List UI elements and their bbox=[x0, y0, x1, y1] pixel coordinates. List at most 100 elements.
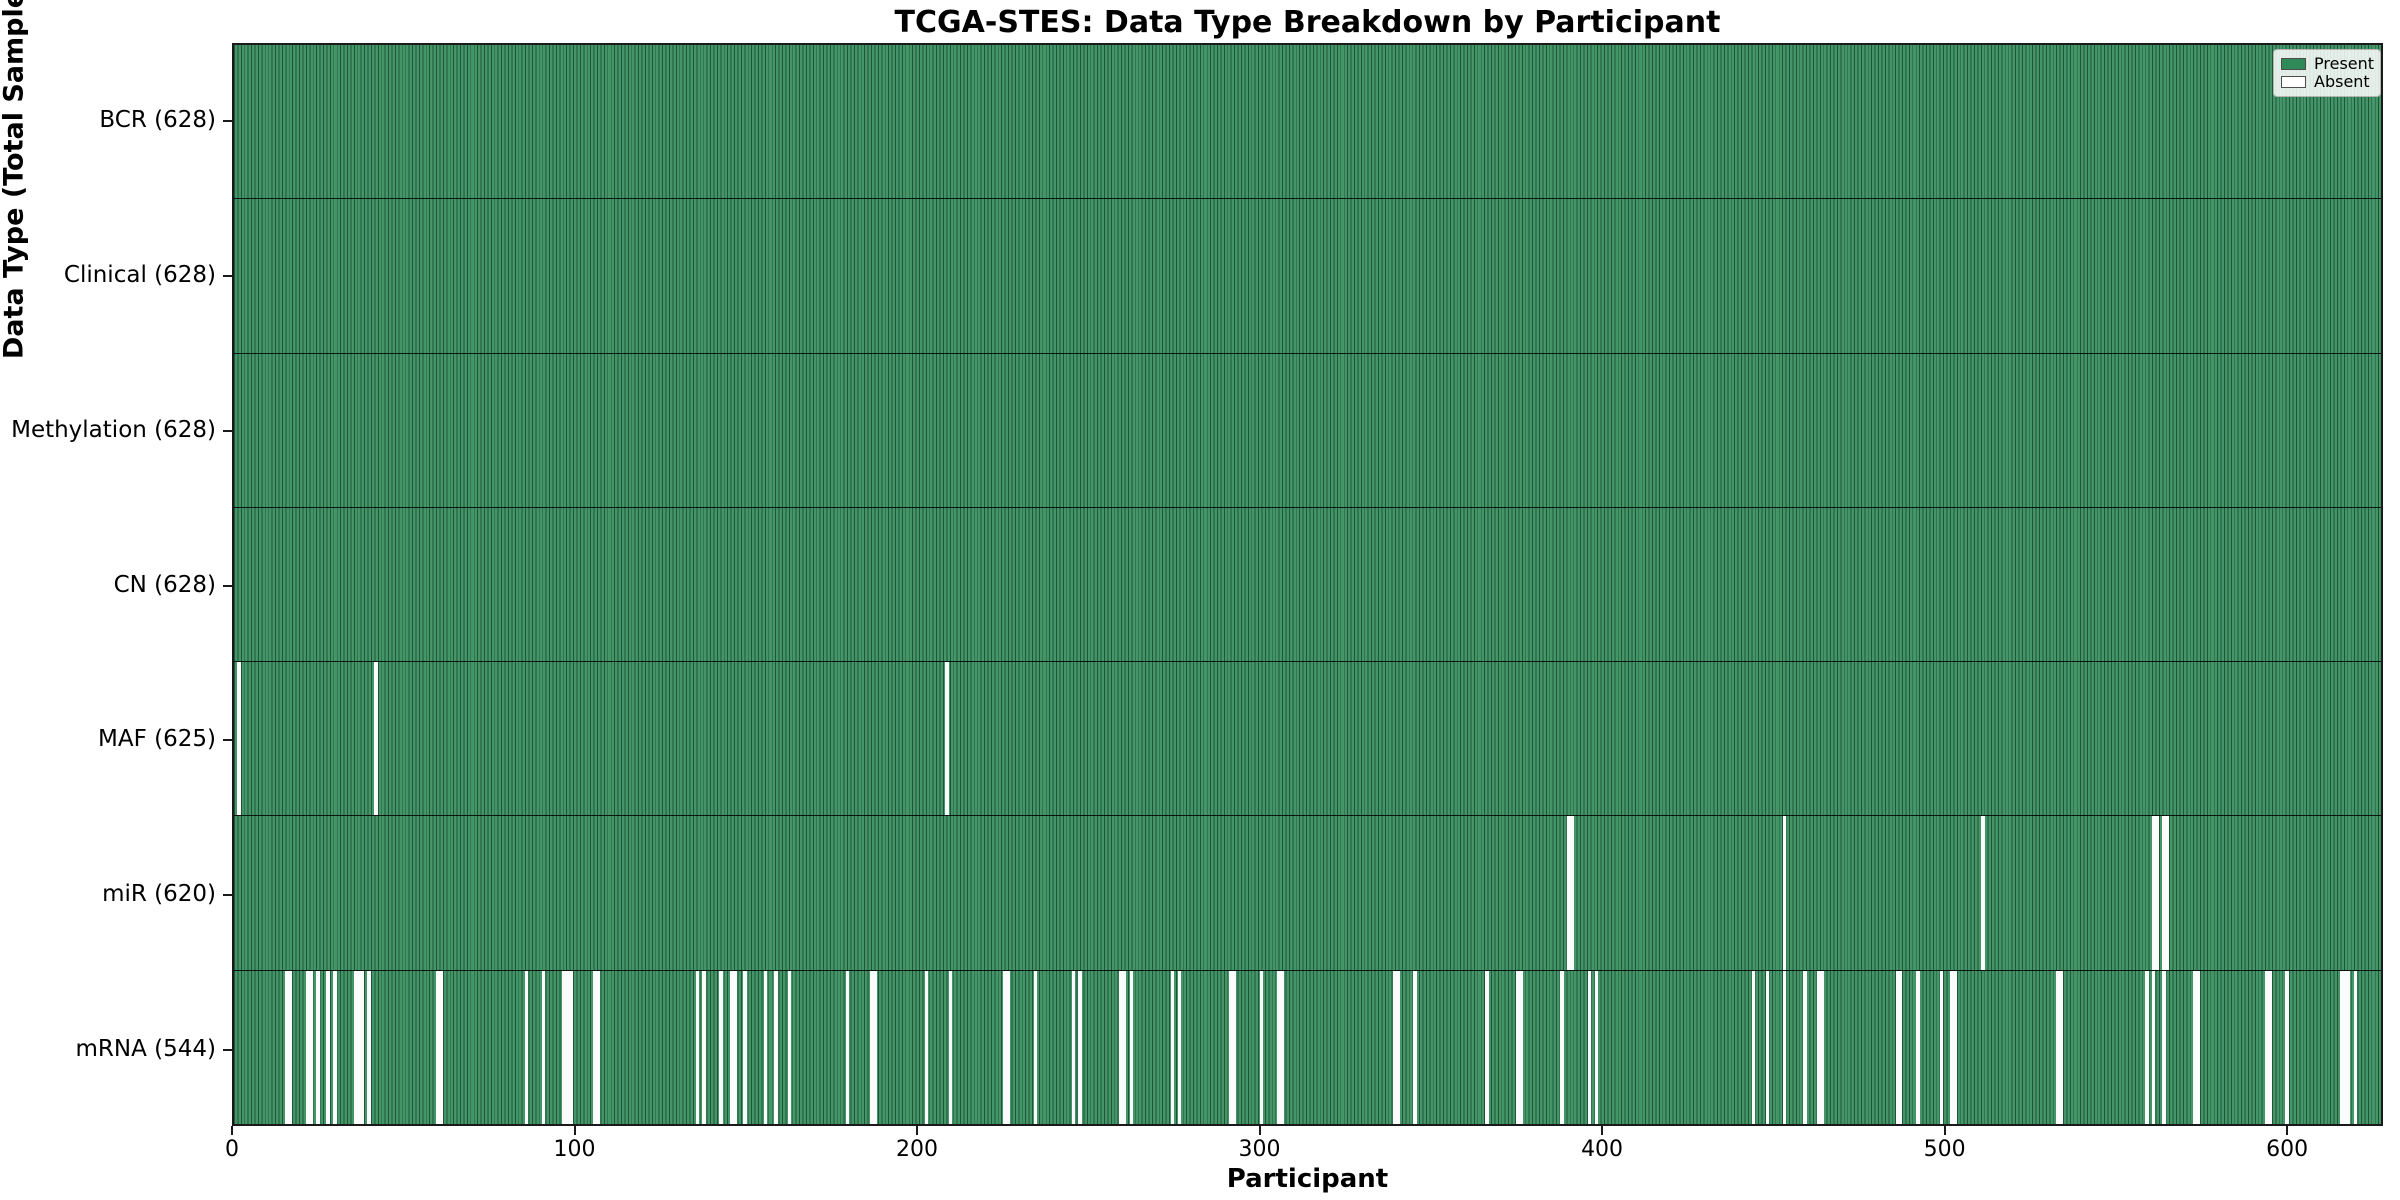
absent-stripe bbox=[1280, 970, 1284, 1124]
x-tick-labels: 0 100 200 300 400 500 600 bbox=[225, 1126, 2383, 1186]
y-tick-label: Methylation (628) bbox=[11, 416, 216, 443]
absent-stripe bbox=[1765, 970, 1770, 1124]
absent-stripe bbox=[1567, 816, 1571, 970]
chart-title: TCGA-STES: Data Type Breakdown by Partic… bbox=[894, 5, 1721, 40]
absent-stripe bbox=[2346, 970, 2351, 1124]
absent-stripe bbox=[2162, 816, 2166, 970]
y-tick-mark bbox=[223, 584, 232, 587]
x-tick-label: 0 bbox=[225, 1137, 239, 1162]
absent-stripe bbox=[763, 970, 768, 1124]
absent-stripe bbox=[1122, 970, 1127, 1124]
x-tick: 100 bbox=[554, 1126, 596, 1162]
legend-item-present: Present bbox=[2281, 54, 2375, 73]
y-tick-cell: Methylation (628) bbox=[0, 352, 232, 507]
x-tick: 600 bbox=[2266, 1126, 2308, 1162]
absent-stripe bbox=[2151, 970, 2156, 1124]
absent-stripe bbox=[2151, 816, 2156, 970]
absent-stripe bbox=[2162, 970, 2166, 1124]
absent-stripe bbox=[1078, 970, 1082, 1124]
absent-stripe bbox=[374, 662, 378, 816]
legend-label-present: Present bbox=[2314, 54, 2375, 73]
absent-stripe bbox=[357, 970, 361, 1124]
y-tick-cell: Clinical (628) bbox=[0, 198, 232, 353]
absent-stripe bbox=[2145, 970, 2149, 1124]
absent-stripe bbox=[2268, 970, 2272, 1124]
absent-stripe bbox=[1485, 970, 1489, 1124]
y-tick-mark bbox=[223, 120, 232, 123]
absent-stripe bbox=[695, 970, 700, 1124]
absent-stripe bbox=[743, 970, 747, 1124]
absent-stripe bbox=[1587, 970, 1592, 1124]
absent-stripe bbox=[541, 970, 546, 1124]
absent-stripe bbox=[719, 970, 723, 1124]
absent-stripe bbox=[524, 970, 529, 1124]
absent-stripe bbox=[1396, 970, 1400, 1124]
legend-label-absent: Absent bbox=[2314, 72, 2370, 91]
absent-stripe bbox=[439, 970, 443, 1124]
absent-stripe bbox=[285, 970, 289, 1124]
absent-stripe bbox=[316, 970, 320, 1124]
absent-stripe bbox=[333, 970, 337, 1124]
absent-stripe bbox=[1259, 970, 1264, 1124]
x-tick-label: 300 bbox=[1238, 1137, 1281, 1162]
y-tick-mark bbox=[223, 275, 232, 278]
x-tick-label: 600 bbox=[2266, 1137, 2309, 1162]
absent-stripe bbox=[1895, 970, 1900, 1124]
absent-stripe bbox=[1782, 816, 1787, 970]
absent-stripe bbox=[569, 970, 573, 1124]
absent-stripe bbox=[729, 970, 734, 1124]
absent-stripe bbox=[1820, 970, 1824, 1124]
absent-stripe bbox=[2192, 970, 2197, 1124]
absent-stripe bbox=[353, 970, 358, 1124]
y-tick-label: mRNA (544) bbox=[75, 1035, 216, 1062]
x-tick: 200 bbox=[896, 1126, 938, 1162]
y-tick-label: CN (628) bbox=[113, 571, 216, 598]
y-tick-mark bbox=[223, 893, 232, 896]
row-mrna bbox=[234, 970, 2381, 1124]
absent-stripe bbox=[1939, 970, 1944, 1124]
absent-swatch-icon bbox=[2281, 76, 2306, 88]
y-tick-cell: BCR (628) bbox=[0, 43, 232, 198]
absent-stripe bbox=[367, 970, 371, 1124]
absent-stripe bbox=[1392, 970, 1397, 1124]
absent-stripe bbox=[1228, 970, 1233, 1124]
absent-stripe bbox=[2353, 970, 2358, 1124]
absent-stripe bbox=[1782, 970, 1787, 1124]
absent-stripe bbox=[1232, 970, 1236, 1124]
absent-stripe bbox=[1006, 970, 1011, 1124]
y-tick-label: miR (620) bbox=[102, 880, 216, 907]
y-tick-mark bbox=[223, 429, 232, 432]
row-mir bbox=[234, 816, 2381, 971]
x-tick-mark bbox=[2286, 1126, 2289, 1135]
absent-stripe bbox=[309, 970, 313, 1124]
absent-stripe bbox=[1898, 970, 1903, 1124]
absent-stripe bbox=[1003, 970, 1007, 1124]
x-tick-mark bbox=[916, 1126, 919, 1135]
absent-stripe bbox=[1916, 970, 1920, 1124]
absent-stripe bbox=[869, 970, 874, 1124]
absent-stripe bbox=[1516, 970, 1520, 1124]
absent-stripe bbox=[1950, 970, 1954, 1124]
absent-stripe bbox=[873, 970, 877, 1124]
plot-area bbox=[232, 43, 2383, 1126]
y-tick-labels: BCR (628) Clinical (628) Methylation (628)… bbox=[0, 43, 232, 1126]
y-tick-label: MAF (625) bbox=[98, 726, 216, 753]
absent-stripe bbox=[2059, 970, 2064, 1124]
absent-stripe bbox=[565, 970, 570, 1124]
legend-item-absent: Absent bbox=[2281, 74, 2373, 90]
absent-stripe bbox=[1803, 970, 1807, 1124]
absent-stripe bbox=[1816, 970, 1821, 1124]
y-tick-label: Clinical (628) bbox=[63, 262, 216, 289]
absent-stripe bbox=[948, 970, 953, 1124]
absent-stripe bbox=[2285, 970, 2289, 1124]
y-tick-cell: MAF (625) bbox=[0, 662, 232, 817]
absent-stripe bbox=[1177, 970, 1182, 1124]
y-tick-cell: mRNA (544) bbox=[0, 971, 232, 1126]
x-tick-mark bbox=[573, 1126, 576, 1135]
x-tick: 500 bbox=[1924, 1126, 1966, 1162]
x-tick-label: 200 bbox=[896, 1137, 939, 1162]
absent-stripe bbox=[924, 970, 929, 1124]
y-tick-cell: CN (628) bbox=[0, 507, 232, 662]
row-bcr bbox=[234, 45, 2381, 200]
x-tick-label: 100 bbox=[553, 1137, 596, 1162]
